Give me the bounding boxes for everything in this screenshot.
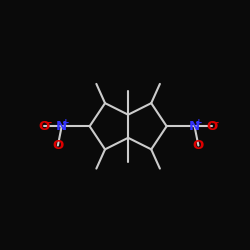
Text: +: + <box>195 118 202 126</box>
Text: N: N <box>56 120 67 133</box>
Text: O: O <box>193 139 204 152</box>
Text: −: − <box>211 118 220 128</box>
Text: O: O <box>52 139 64 152</box>
Text: N: N <box>189 120 200 133</box>
Text: O: O <box>39 120 50 133</box>
Text: O: O <box>206 120 218 133</box>
Text: −: − <box>44 118 52 128</box>
Text: +: + <box>62 118 70 126</box>
